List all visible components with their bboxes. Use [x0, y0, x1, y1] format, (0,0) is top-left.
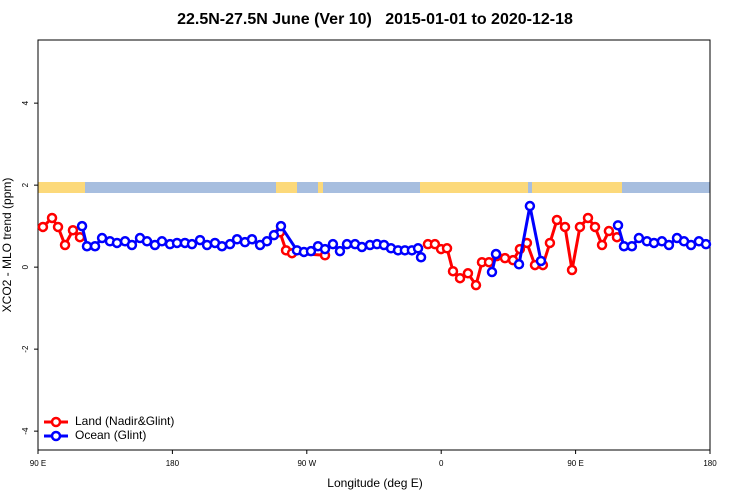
data-point	[566, 264, 578, 276]
data-point	[483, 256, 495, 268]
data-point	[490, 248, 502, 260]
x-tick-label: 0	[439, 459, 444, 468]
y-tick-label: -4	[21, 427, 30, 435]
x-tick-label: 90 W	[297, 459, 316, 468]
data-point	[524, 200, 536, 212]
x-axis-title: Longitude (deg E)	[327, 476, 422, 490]
y-tick-label: -2	[21, 345, 30, 353]
data-point	[612, 220, 624, 231]
data-point	[499, 252, 511, 264]
data-point	[462, 268, 474, 279]
land-strip	[276, 182, 297, 193]
data-point	[89, 240, 101, 252]
data-point	[582, 212, 594, 224]
data-point	[111, 237, 123, 249]
y-tick-label: 0	[21, 264, 30, 269]
data-point	[224, 238, 236, 250]
data-point	[441, 243, 453, 254]
data-point	[574, 221, 586, 233]
data-point	[633, 232, 645, 244]
data-point	[141, 236, 153, 247]
data-point	[81, 240, 93, 252]
data-point	[685, 239, 697, 251]
data-point	[268, 229, 280, 241]
land-ocean-strip	[38, 182, 710, 193]
data-point	[596, 239, 608, 251]
data-point	[194, 234, 206, 246]
legend-label: Ocean (Glint)	[75, 428, 146, 442]
data-point	[334, 245, 346, 257]
data-point	[535, 255, 547, 267]
data-point	[415, 252, 427, 263]
data-point	[59, 239, 71, 251]
data-point	[663, 239, 675, 251]
data-point	[52, 221, 64, 233]
data-point	[261, 236, 273, 247]
data-point	[327, 238, 339, 250]
legend-marker	[50, 416, 62, 428]
data-point	[76, 220, 88, 232]
data-point	[486, 266, 498, 278]
data-point	[46, 212, 58, 224]
x-tick-label: 180	[703, 459, 717, 468]
data-point	[341, 238, 353, 250]
land-strip	[318, 182, 323, 193]
data-point	[551, 214, 563, 226]
data-point	[513, 259, 525, 270]
legend: Land (Nadir&Glint)Ocean (Glint)	[44, 414, 174, 442]
land-strip	[38, 182, 85, 193]
y-axis-title: XCO2 - MLO trend (ppm)	[0, 178, 14, 313]
data-point	[447, 265, 459, 277]
x-tick-label: 180	[166, 459, 180, 468]
x-tick-label: 90 E	[567, 459, 583, 468]
data-point	[603, 225, 615, 237]
data-point	[319, 243, 331, 255]
y-tick-label: 2	[21, 182, 30, 187]
data-point	[626, 240, 638, 252]
data-point	[356, 241, 368, 253]
data-point	[67, 224, 79, 236]
ocean-strip	[38, 182, 710, 193]
data-point	[216, 240, 228, 252]
data-point	[275, 220, 287, 232]
data-point	[305, 245, 317, 257]
data-point	[156, 236, 168, 247]
data-point	[559, 221, 571, 233]
land-strip	[420, 182, 528, 193]
data-point	[589, 221, 601, 233]
chart-title: 22.5N-27.5N June (Ver 10) 2015-01-01 to …	[177, 11, 573, 28]
data-point	[454, 272, 466, 284]
data-point	[37, 221, 49, 233]
land-strip	[532, 182, 622, 193]
data-point	[186, 238, 198, 250]
series-line	[41, 215, 618, 289]
data-point	[700, 238, 712, 250]
x-tick-label: 90 E	[30, 459, 46, 468]
data-point	[412, 243, 424, 254]
data-point	[246, 234, 258, 245]
data-point	[470, 279, 482, 291]
data-point	[126, 239, 138, 251]
legend-label: Land (Nadir&Glint)	[75, 414, 174, 428]
y-tick-label: 4	[21, 100, 30, 105]
legend-marker	[50, 430, 62, 442]
data-point	[544, 237, 556, 249]
